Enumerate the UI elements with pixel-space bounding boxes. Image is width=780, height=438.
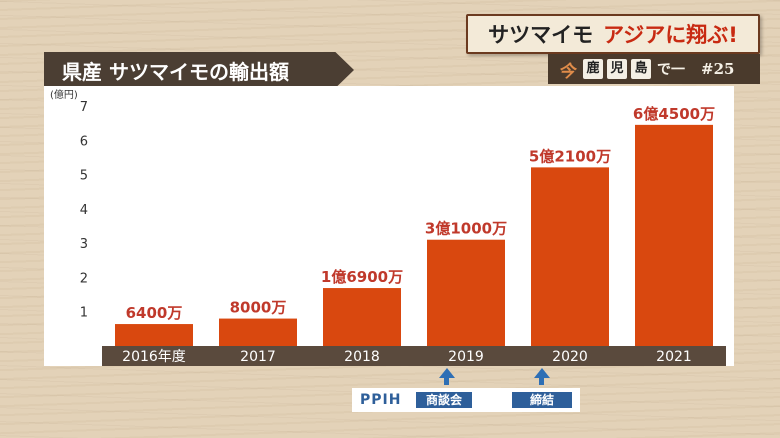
- data-label: 6億4500万: [633, 105, 715, 123]
- x-tick-label: 2020: [552, 349, 588, 365]
- data-label: 1億6900万: [321, 268, 403, 286]
- bar-chart: (億円) 1 2 3 4 5 6 7 6400万 2016年度 8000万 2017 1億6900万 20…: [50, 88, 726, 366]
- episode-number: #25: [701, 60, 735, 78]
- tag-meeting: 商談会: [416, 392, 472, 408]
- ppih-label: PPIH: [360, 392, 402, 408]
- bar: [115, 324, 193, 346]
- bar: [635, 124, 713, 346]
- x-tick-label: 2021: [656, 349, 692, 365]
- y-tick-label: 2: [80, 271, 88, 286]
- arrow-up-icon: [534, 368, 550, 378]
- bar: [323, 288, 401, 346]
- ppih-note: PPIH 商談会 締結: [352, 388, 580, 412]
- banner-de: で一: [657, 62, 685, 78]
- x-tick-label: 2018: [344, 349, 380, 365]
- arrow-stem: [444, 378, 449, 385]
- y-tick-label: 7: [80, 100, 88, 115]
- x-tick-label: 2016年度: [122, 349, 186, 365]
- arrow-up-icon: [439, 368, 455, 378]
- bar: [219, 318, 297, 346]
- banner-main-right: アジアに翔ぶ!: [603, 23, 738, 47]
- bar: [427, 239, 505, 346]
- tag-agreement: 締結: [512, 392, 572, 408]
- banner-char-2: 児: [607, 59, 627, 79]
- chart-title: 県産 サツマイモの輸出額: [44, 52, 354, 88]
- chart-title-text: 県産 サツマイモの輸出額: [62, 59, 289, 84]
- y-tick-label: 4: [80, 203, 88, 218]
- series-sub-banner: 今 鹿 児 島 で一 #25: [548, 54, 760, 84]
- y-axis-unit-label: (億円): [50, 88, 78, 101]
- chart-panel: (億円) 1 2 3 4 5 6 7 6400万 2016年度 8000万 2017 1億6900万 20…: [44, 86, 734, 366]
- banner-kon: 今: [558, 61, 575, 82]
- bar: [531, 167, 609, 346]
- banner-char-1: 鹿: [583, 59, 603, 79]
- data-label: 3億1000万: [425, 220, 507, 238]
- y-tick-label: 1: [80, 306, 88, 321]
- y-tick-label: 6: [80, 134, 88, 149]
- data-label: 6400万: [126, 304, 183, 322]
- arrow-stem: [539, 378, 544, 385]
- series-banner: サツマイモ アジアに翔ぶ!: [466, 14, 760, 54]
- data-label: 5億2100万: [529, 147, 611, 165]
- y-tick-label: 5: [80, 169, 88, 184]
- data-label: 8000万: [230, 299, 287, 317]
- banner-main-left: サツマイモ: [488, 23, 594, 47]
- x-axis-band: [102, 346, 726, 366]
- y-tick-label: 3: [80, 237, 88, 252]
- banner-char-3: 島: [631, 59, 651, 79]
- x-tick-label: 2017: [240, 349, 276, 365]
- x-tick-label: 2019: [448, 349, 484, 365]
